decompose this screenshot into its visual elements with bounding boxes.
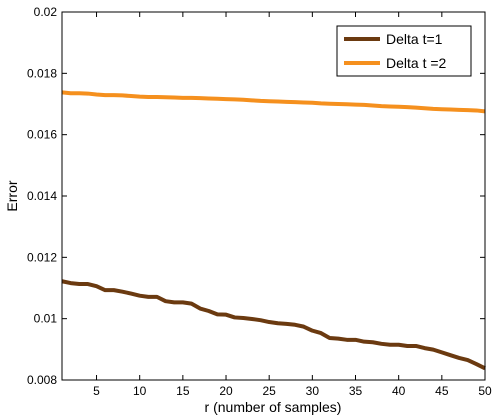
- x-axis-label: r (number of samples): [205, 399, 342, 415]
- x-tick-label: 35: [349, 384, 363, 398]
- y-tick-label: 0.014: [27, 189, 57, 203]
- x-tick-label: 10: [133, 384, 147, 398]
- x-tick-label: 5: [93, 384, 100, 398]
- y-axis-label: Error: [4, 180, 20, 211]
- x-tick-label: 30: [306, 384, 320, 398]
- y-tick-label: 0.02: [34, 5, 58, 19]
- legend-box: [336, 25, 472, 77]
- y-tick-label: 0.012: [27, 250, 57, 264]
- x-tick-labels: 5 10 15 20 25 30 35 40 45 50: [93, 384, 492, 398]
- plot-frame: [61, 11, 486, 381]
- x-tick-label: 25: [263, 384, 277, 398]
- y-tick-label: 0.018: [27, 66, 57, 80]
- x-tick-label: 20: [219, 384, 233, 398]
- series-lines: [61, 90, 486, 371]
- y-tick-label: 0.016: [27, 128, 57, 142]
- y-tick-labels: 0.008 0.01 0.012 0.014 0.016 0.018 0.02: [27, 5, 57, 387]
- x-tick-label: 40: [392, 384, 406, 398]
- series-line-1: [61, 279, 486, 371]
- x-tick-label: 50: [478, 384, 492, 398]
- y-tick-label: 0.008: [27, 373, 57, 387]
- series-line-2: [61, 90, 486, 114]
- legend-label-series-2: Delta t =2: [386, 55, 447, 71]
- y-tick-label: 0.01: [34, 312, 58, 326]
- x-tick-label: 15: [176, 384, 190, 398]
- legend: Delta t=1 Delta t =2: [336, 25, 472, 77]
- legend-label-series-1: Delta t=1: [386, 31, 443, 47]
- x-tick-label: 45: [435, 384, 449, 398]
